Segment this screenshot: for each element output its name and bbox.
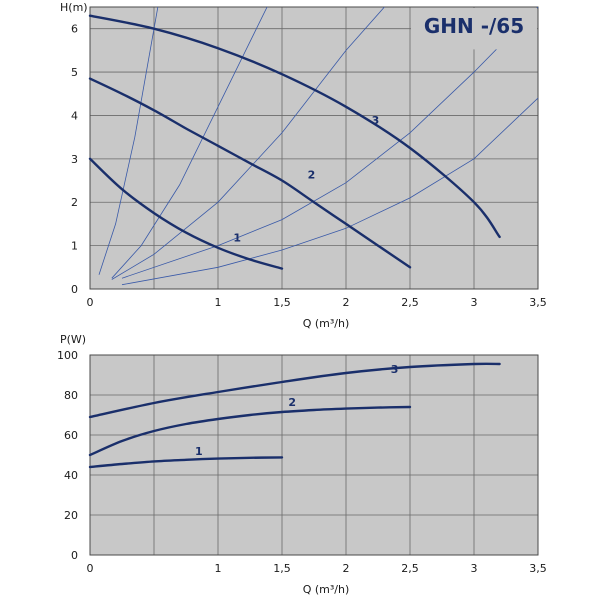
x-tick-label: 1,5 bbox=[273, 296, 291, 309]
power-chart: 1 2 3 0 1 1,5 2 2,5 3 3,5 0 20 40 60 80 100 Q (m³/h) P(W) bbox=[57, 333, 547, 596]
series-line-2 bbox=[88, 405, 412, 457]
series-label-2: 2 bbox=[288, 396, 296, 409]
series-label-1: 1 bbox=[195, 445, 203, 458]
y-tick-label: 0 bbox=[71, 283, 78, 296]
y-tick-label: 40 bbox=[64, 469, 78, 482]
plot-frame bbox=[89, 6, 539, 290]
series-label-2: 2 bbox=[308, 168, 316, 181]
plot-area bbox=[90, 7, 538, 289]
y-tick-label: 6 bbox=[71, 23, 78, 36]
x-tick-label: 1 bbox=[215, 296, 222, 309]
plot-area bbox=[90, 355, 538, 555]
system-curve-5 bbox=[121, 97, 538, 286]
y-axis-title: H(m) bbox=[60, 1, 88, 14]
y-tick-label: 60 bbox=[64, 429, 78, 442]
x-tick-label: 0 bbox=[87, 562, 94, 575]
series-line-2 bbox=[88, 77, 412, 269]
x-tick-label: 3 bbox=[471, 296, 478, 309]
y-tick-label: 0 bbox=[71, 549, 78, 562]
y-tick-label: 4 bbox=[71, 109, 78, 122]
x-tick-label: 1 bbox=[215, 562, 222, 575]
series-line-3 bbox=[88, 14, 501, 239]
x-tick-label: 2 bbox=[343, 296, 350, 309]
y-tick-label: 5 bbox=[71, 66, 78, 79]
x-tick-label: 2 bbox=[343, 562, 350, 575]
head-chart: 1 2 3 0 1 1,5 2 2,5 3 3,5 0 1 2 3 4 5 6 Q (m³/h) H(m) GHN -… bbox=[60, 1, 547, 330]
y-tick-label: 20 bbox=[64, 509, 78, 522]
x-tick-label: 2,5 bbox=[401, 562, 419, 575]
chart-title: GHN -/65 bbox=[424, 14, 524, 38]
series-label-3: 3 bbox=[391, 363, 399, 376]
y-tick-label: 100 bbox=[57, 349, 78, 362]
series-label-1: 1 bbox=[233, 231, 241, 244]
y-tick-label: 80 bbox=[64, 389, 78, 402]
x-tick-label: 3,5 bbox=[529, 296, 547, 309]
series-line-1 bbox=[88, 456, 284, 469]
x-tick-label: 2,5 bbox=[401, 296, 419, 309]
x-tick-label: 3 bbox=[471, 562, 478, 575]
system-curve-1 bbox=[98, 7, 159, 275]
x-axis-title: Q (m³/h) bbox=[303, 583, 350, 596]
system-curve-2 bbox=[111, 7, 268, 279]
system-curve-4 bbox=[121, 7, 538, 279]
x-tick-label: 1,5 bbox=[273, 562, 291, 575]
y-axis-title: P(W) bbox=[60, 333, 86, 346]
y-tick-label: 3 bbox=[71, 153, 78, 166]
chart-title-box: GHN -/65 bbox=[411, 8, 537, 50]
x-tick-label: 3,5 bbox=[529, 562, 547, 575]
x-tick-label: 0 bbox=[87, 296, 94, 309]
series-label-3: 3 bbox=[372, 114, 380, 127]
y-tick-label: 1 bbox=[71, 240, 78, 253]
x-axis-title: Q (m³/h) bbox=[303, 317, 350, 330]
y-tick-label: 2 bbox=[71, 196, 78, 209]
system-curve-3 bbox=[111, 7, 385, 280]
series-line-3 bbox=[88, 362, 501, 419]
series-line-1 bbox=[88, 157, 284, 270]
